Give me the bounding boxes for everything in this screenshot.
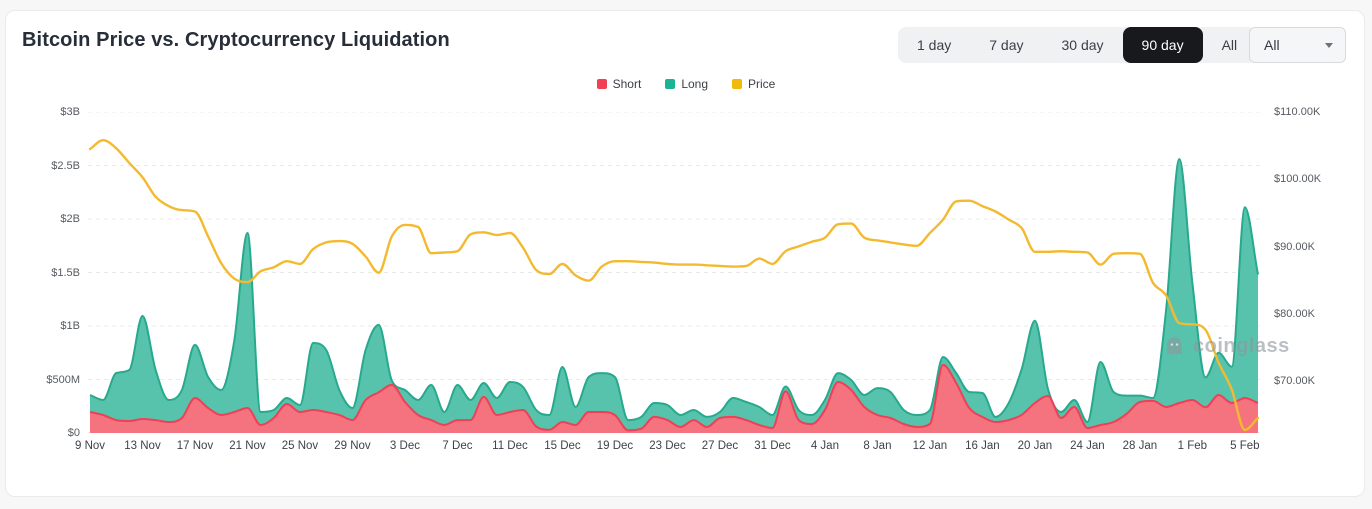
y-axis-label-right: $80.00K — [1274, 307, 1315, 320]
y-axis-label-left: $0 — [67, 427, 80, 439]
liquidation-price-chart[interactable] — [88, 112, 1262, 433]
x-axis-tick-label: 29 Nov — [334, 440, 371, 452]
y-axis-label-left: $1.5B — [51, 266, 80, 279]
y-axis-label-right: $90.00K — [1274, 240, 1315, 253]
x-axis-tick-label: 11 Dec — [492, 440, 528, 452]
x-axis-tick-label: 12 Jan — [912, 440, 948, 452]
coin-filter-dropdown[interactable]: All — [1249, 27, 1346, 63]
y-axis-label-right: $100.00K — [1274, 173, 1322, 186]
y-axis-label-left: $2B — [60, 213, 80, 225]
coin-filter-value: All — [1264, 37, 1280, 53]
range-button-7-day[interactable]: 7 day — [989, 37, 1024, 53]
short-swatch-icon — [596, 79, 607, 89]
x-axis-tick-label: 25 Nov — [281, 440, 319, 452]
legend-item-long[interactable]: Long — [665, 77, 708, 91]
price-swatch-icon — [732, 79, 743, 89]
x-axis-tick-label: 21 Nov — [229, 440, 266, 452]
y-axis-label-left: $3B — [60, 106, 80, 118]
y-axis-label-left: $500M — [46, 373, 80, 386]
x-axis-tick-label: 28 Jan — [1122, 440, 1158, 452]
x-axis-tick-label: 8 Jan — [863, 440, 892, 452]
x-axis-tick-label: 1 Feb — [1177, 440, 1208, 452]
long-swatch-icon — [665, 79, 676, 89]
x-axis-tick-label: 7 Dec — [442, 440, 473, 452]
time-range-group: 1 day 7 day 30 day 90 day All — [898, 27, 1257, 63]
y-axis-label-left: $2.5B — [51, 159, 80, 172]
ghost-logo-icon — [1167, 337, 1182, 356]
x-axis-tick-label: 16 Jan — [965, 440, 1000, 452]
range-button-1-day[interactable]: 1 day — [917, 37, 952, 53]
x-axis-tick-label: 3 Dec — [389, 440, 420, 452]
x-axis-tick-label: 31 Dec — [754, 440, 791, 452]
range-button-all[interactable]: All — [1221, 37, 1238, 53]
legend-item-short[interactable]: Short — [596, 77, 642, 91]
x-axis-tick-label: 24 Jan — [1070, 440, 1105, 452]
x-axis-tick-label: 9 Nov — [74, 440, 106, 452]
range-button-30-day[interactable]: 30 day — [1061, 37, 1104, 53]
x-axis-tick-label: 17 Nov — [176, 440, 214, 452]
x-axis-tick-label: 15 Dec — [544, 440, 581, 452]
x-axis-tick-label: 13 Nov — [124, 440, 161, 452]
legend-label: Long — [681, 77, 709, 91]
legend-label: Price — [748, 77, 776, 91]
y-axis-label-right: $110.00K — [1274, 106, 1321, 118]
y-axis-label-left: $1B — [60, 320, 80, 332]
legend-label: Short — [612, 77, 642, 91]
watermark-text: coinglass — [1193, 335, 1290, 357]
x-axis-tick-label: 4 Jan — [810, 440, 839, 452]
chart-legend: Short Long Price — [0, 77, 1372, 91]
x-axis-tick-label: 19 Dec — [596, 440, 634, 452]
x-axis-tick-label: 20 Jan — [1017, 440, 1053, 452]
coinglass-watermark: coinglass — [1163, 335, 1290, 358]
x-axis-tick-label: 5 Feb — [1230, 440, 1260, 452]
range-button-90-day[interactable]: 90 day — [1122, 27, 1203, 63]
x-axis-tick-label: 23 Dec — [649, 440, 686, 452]
legend-item-price[interactable]: Price — [732, 77, 775, 91]
x-axis-tick-label: 27 Dec — [701, 440, 739, 452]
y-axis-label-right: $70.00K — [1274, 375, 1315, 387]
page-title: Bitcoin Price vs. Cryptocurrency Liquida… — [22, 29, 450, 51]
chevron-down-icon — [1325, 42, 1333, 48]
